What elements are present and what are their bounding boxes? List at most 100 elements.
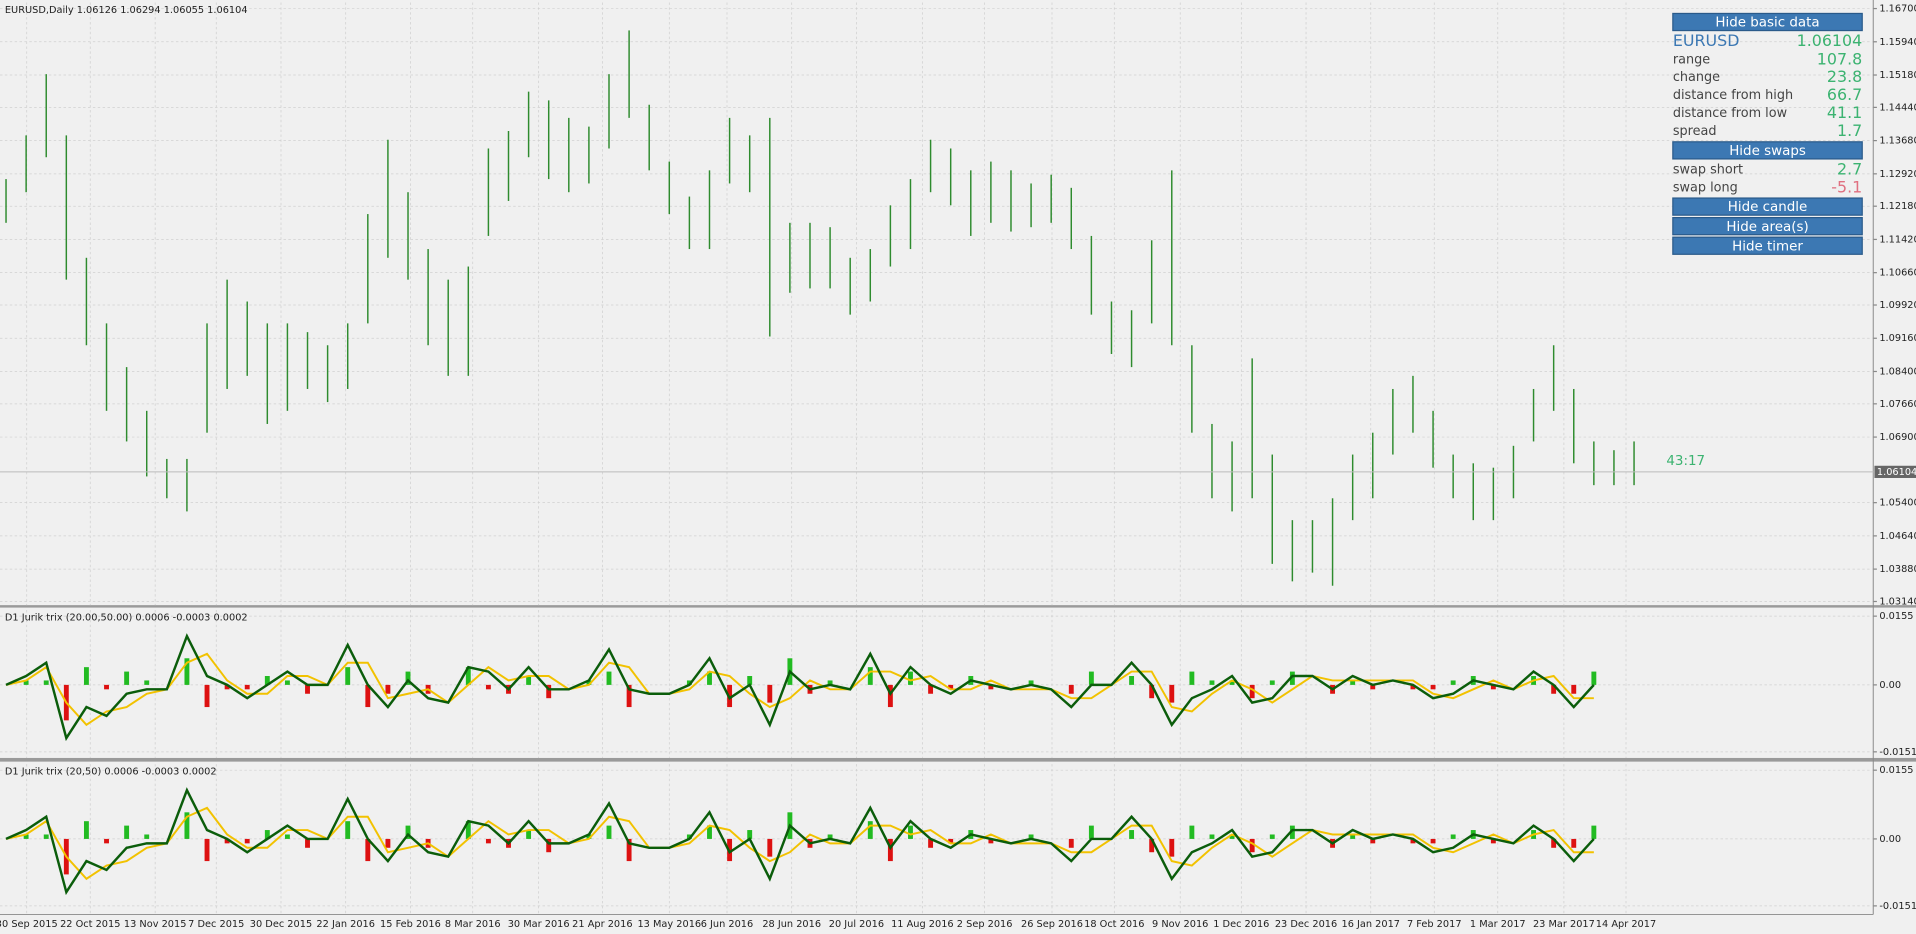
indicator-line [5, 633, 1595, 742]
histogram-bar [184, 812, 190, 839]
histogram-bar [1229, 680, 1235, 685]
histogram-bar [686, 834, 692, 839]
x-tick-label: 15 Feb 2016 [380, 919, 441, 930]
x-tick-label: 1 Dec 2016 [1213, 919, 1269, 930]
histogram-bar [83, 667, 89, 685]
x-tick-label: 30 Mar 2016 [508, 919, 570, 930]
histogram-bar [948, 684, 954, 690]
histogram-bar [747, 676, 753, 685]
y-tick-label: 1.05400 [1879, 498, 1916, 509]
histogram-bar [1209, 834, 1215, 839]
histogram-bar [1028, 680, 1034, 685]
info-label: spread [1673, 124, 1717, 139]
info-label: change [1673, 70, 1720, 85]
y-tick-label: 1.15180 [1879, 70, 1916, 81]
histogram-bar [546, 838, 552, 853]
button[interactable] [1672, 197, 1863, 216]
histogram-bar [1149, 684, 1155, 699]
histogram-bar [365, 838, 371, 862]
histogram-bar [606, 825, 612, 839]
x-tick-label: 7 Feb 2017 [1407, 919, 1462, 930]
panel-title: D1 Jurik trix (20,50) 0.0006 -0.0003 0.0… [5, 766, 217, 777]
button-label[interactable]: Hide candle [1728, 200, 1808, 215]
histogram-bar [1490, 838, 1496, 844]
y-tick-label: 1.15940 [1879, 37, 1916, 48]
y-tick-label: 1.12920 [1879, 169, 1916, 180]
panel-title: EURUSD,Daily 1.06126 1.06294 1.06055 1.0… [5, 5, 248, 16]
histogram-bar [1551, 838, 1557, 848]
x-tick-label: 7 Dec 2015 [188, 919, 244, 930]
y-tick-label: 0.0155 [1879, 765, 1913, 776]
histogram-bar [1209, 680, 1215, 685]
x-tick-label: 2 Sep 2016 [957, 919, 1013, 930]
histogram-bar [948, 838, 954, 844]
y-tick-label: 1.16700 [1879, 4, 1916, 15]
histogram-bar [686, 680, 692, 685]
histogram-bar [1430, 838, 1436, 844]
histogram-bar [928, 838, 934, 848]
button[interactable] [1672, 216, 1863, 236]
histogram-bar [204, 684, 210, 708]
x-tick-label: 21 Apr 2016 [572, 919, 632, 930]
panel-separator [0, 605, 1916, 608]
histogram-bar [224, 838, 230, 844]
histogram-bar [1591, 671, 1597, 685]
button-label[interactable]: Hide area(s) [1726, 220, 1808, 235]
button[interactable] [1672, 236, 1863, 255]
indicator-line [5, 787, 1595, 896]
info-value: 1.7 [1837, 121, 1862, 140]
histogram-bar [827, 680, 833, 685]
button-label[interactable]: Hide timer [1732, 239, 1803, 254]
x-tick-label: 1 Mar 2017 [1470, 919, 1526, 930]
current-price-label: 1.06104 [1877, 467, 1916, 478]
button[interactable] [1672, 12, 1863, 32]
histogram-bar [526, 676, 532, 685]
histogram-bar [1088, 825, 1094, 839]
histogram-bar [626, 684, 632, 708]
y-tick-label: -0.0151 [1879, 901, 1916, 912]
x-tick-label: 14 Apr 2017 [1596, 919, 1656, 930]
histogram-bar [465, 821, 471, 839]
histogram-bar [1129, 676, 1135, 685]
histogram-bar [1088, 671, 1094, 685]
histogram-bar [204, 838, 210, 862]
button-label[interactable]: Hide swaps [1729, 144, 1806, 159]
y-tick-label: 1.14440 [1879, 102, 1916, 113]
y-tick-label: 1.03880 [1879, 564, 1916, 575]
button-label[interactable]: Hide basic data [1715, 16, 1819, 31]
histogram-bar [887, 838, 893, 862]
histogram-bar [1350, 680, 1356, 685]
histogram-bar [908, 671, 913, 685]
histogram-bar [1149, 838, 1155, 853]
info-value: -5.1 [1831, 177, 1862, 196]
histogram-bar [465, 667, 471, 685]
info-label: distance from low [1673, 106, 1787, 121]
button[interactable] [1672, 141, 1863, 160]
x-tick-label: 22 Oct 2015 [60, 919, 120, 930]
timer: 43:17 [1666, 454, 1705, 469]
histogram-bar [144, 680, 150, 685]
histogram-bar [767, 838, 773, 857]
indicator-line [5, 652, 1594, 727]
histogram-bar [305, 838, 310, 848]
y-tick-label: 1.09920 [1879, 300, 1916, 311]
panel-separator [0, 757, 1916, 762]
histogram-bar [626, 838, 632, 862]
histogram-bar [526, 830, 532, 839]
histogram-bar [405, 825, 411, 839]
histogram-bar [1068, 684, 1074, 694]
histogram-bar [1169, 684, 1175, 703]
y-tick-label: 1.07660 [1879, 399, 1916, 410]
histogram-bar [988, 684, 994, 690]
histogram-bar [365, 684, 371, 708]
histogram-bar [1591, 825, 1597, 839]
histogram-bar [1269, 680, 1275, 685]
x-tick-label: 26 Sep 2016 [1021, 919, 1083, 930]
histogram-bar [1189, 671, 1195, 685]
histogram-bar [1289, 671, 1295, 685]
y-tick-label: -0.0151 [1879, 747, 1916, 758]
histogram-bar [124, 671, 130, 685]
histogram-bar [43, 680, 49, 685]
histogram-bar [707, 825, 712, 839]
